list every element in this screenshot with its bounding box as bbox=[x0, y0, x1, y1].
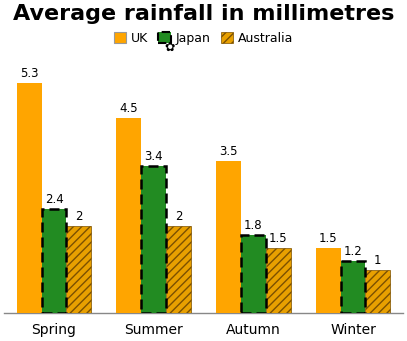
Text: 3.5: 3.5 bbox=[219, 145, 238, 158]
Bar bbox=[66, 226, 92, 313]
Bar bbox=[42, 209, 66, 313]
Bar bbox=[17, 83, 42, 313]
Bar bbox=[315, 248, 341, 313]
Text: 2: 2 bbox=[175, 210, 182, 223]
Text: 4.5: 4.5 bbox=[119, 102, 138, 115]
Text: 2: 2 bbox=[75, 210, 83, 223]
Bar bbox=[341, 261, 365, 313]
Text: 1.5: 1.5 bbox=[319, 232, 337, 245]
Bar bbox=[116, 118, 141, 313]
Bar bbox=[365, 270, 390, 313]
Bar bbox=[166, 226, 191, 313]
Text: 3.4: 3.4 bbox=[144, 150, 163, 163]
Bar bbox=[266, 248, 291, 313]
Text: ✿: ✿ bbox=[164, 41, 175, 54]
Text: 5.3: 5.3 bbox=[20, 67, 38, 80]
Text: 1.2: 1.2 bbox=[344, 245, 362, 258]
Legend: UK, Japan, Australia: UK, Japan, Australia bbox=[114, 32, 293, 45]
Bar bbox=[241, 235, 266, 313]
Text: 1: 1 bbox=[374, 254, 382, 267]
Title: Average rainfall in millimetres: Average rainfall in millimetres bbox=[13, 4, 394, 24]
Text: 2.4: 2.4 bbox=[45, 193, 63, 206]
Text: 1.8: 1.8 bbox=[244, 219, 263, 232]
Text: 1.5: 1.5 bbox=[269, 232, 288, 245]
Bar bbox=[216, 161, 241, 313]
Bar bbox=[141, 166, 166, 313]
